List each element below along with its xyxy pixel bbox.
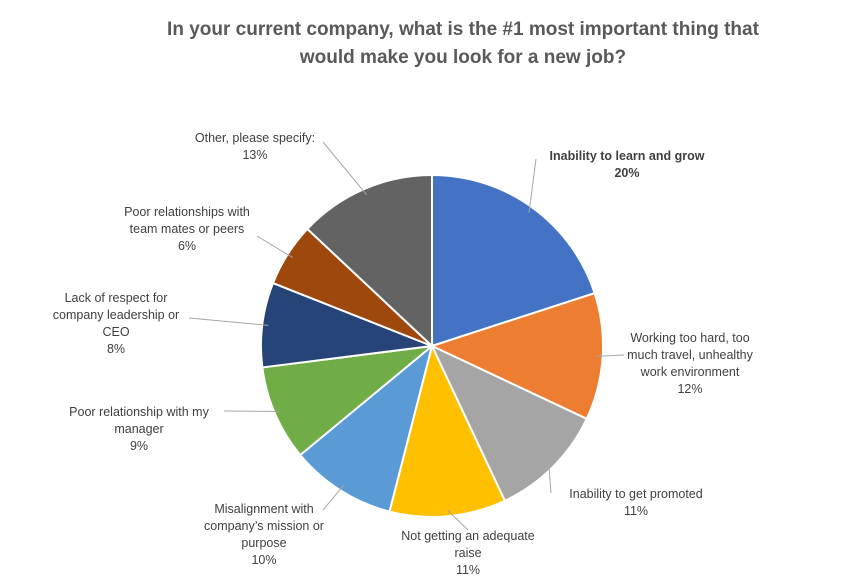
leader-line-3: [548, 462, 552, 494]
data-label-text: Working too hard, too: [630, 331, 750, 345]
data-label-text: team mates or peers: [129, 222, 245, 236]
data-label-text: company leadership or: [52, 308, 180, 322]
data-label-7: Lack of respect for company leadership or…: [31, 290, 201, 358]
data-label-text: manager: [114, 422, 164, 436]
data-label-percent: 12%: [677, 382, 703, 396]
data-label-2: Working too hard, too much travel, unheal…: [605, 330, 775, 398]
data-label-percent: 8%: [106, 342, 126, 356]
leader-line-8: [256, 235, 293, 259]
data-label-1: Inability to learn and grow 20%: [527, 148, 727, 182]
pie-slice-5: [298, 343, 434, 513]
data-label-percent: 20%: [614, 166, 640, 180]
data-label-text: work environment: [640, 365, 740, 379]
data-label-text: Poor relationships with: [124, 205, 250, 219]
data-label-5: Misalignment with company’s mission or pur…: [179, 501, 349, 569]
leader-line-7: [188, 317, 269, 326]
chart-title-line-2: would make you look for a new job?: [299, 47, 627, 68]
data-label-text: CEO: [102, 325, 130, 339]
pie-slice-6: [261, 344, 436, 457]
pie-slice-9: [305, 173, 433, 349]
data-label-6: Poor relationship with my manager 9%: [44, 404, 234, 455]
leader-line-4: [447, 509, 469, 531]
data-label-text: Inability to learn and grow: [549, 149, 705, 163]
data-label-text: Misalignment with: [214, 502, 314, 516]
leader-line-1: [528, 158, 537, 213]
data-label-8: Poor relationships with team mates or pee…: [102, 204, 272, 255]
leader-line-2: [596, 354, 625, 357]
data-label-3: Inability to get promoted 11%: [551, 486, 721, 520]
data-label-text: much travel, unhealthy: [627, 348, 753, 362]
data-label-percent: 6%: [177, 239, 197, 253]
data-label-4: Not getting an adequate raise 11%: [383, 528, 553, 579]
leader-line-9: [322, 141, 367, 195]
pie-slice-3: [429, 343, 589, 503]
data-label-percent: 9%: [129, 439, 149, 453]
data-label-text: purpose: [241, 536, 287, 550]
data-label-percent: 11%: [623, 504, 649, 518]
leader-line-5: [322, 484, 344, 511]
data-label-text: Inability to get promoted: [569, 487, 703, 501]
data-label-text: Lack of respect for: [64, 291, 168, 305]
data-label-percent: 13%: [242, 148, 268, 162]
pie-slice-4: [388, 343, 507, 518]
data-label-text: Not getting an adequate: [401, 529, 535, 543]
pie-slice-2: [429, 291, 604, 421]
data-label-text: raise: [454, 546, 482, 560]
pie-slice-1: [431, 173, 596, 348]
chart-title: In your current company, what is the #1 …: [0, 16, 852, 72]
data-label-percent: 11%: [455, 563, 481, 577]
data-label-percent: 10%: [251, 553, 277, 567]
leader-line-6: [223, 410, 281, 413]
data-label-text: Poor relationship with my: [69, 405, 209, 419]
chart-title-line-1: In your current company, what is the #1 …: [167, 19, 759, 40]
data-label-text: Other, please specify:: [194, 131, 316, 145]
data-label-text: company’s mission or: [204, 519, 324, 533]
data-label-9: Other, please specify: 13%: [170, 130, 340, 164]
